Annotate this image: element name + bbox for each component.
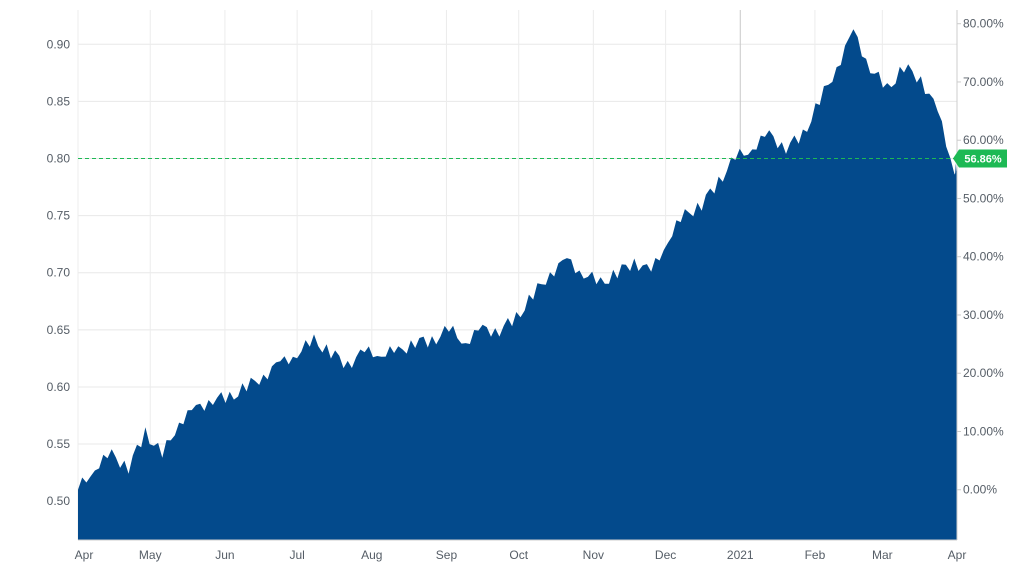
x-tick-label: Sep	[436, 548, 458, 562]
x-tick-label: Mar	[872, 548, 893, 562]
x-tick-label: Feb	[805, 548, 826, 562]
y-right-tick-label: 40.00%	[963, 250, 1004, 264]
y-right-tick-label: 60.00%	[963, 133, 1004, 147]
y-right-tick-label: 70.00%	[963, 75, 1004, 89]
y-left-tick-label: 0.50	[47, 494, 71, 508]
y-right-tick-label: 10.00%	[963, 424, 1004, 438]
x-tick-label: May	[139, 548, 162, 562]
x-tick-label: Jul	[289, 548, 304, 562]
current-change-value: 56.86%	[964, 153, 1002, 165]
x-tick-label: Apr	[948, 548, 967, 562]
x-tick-label: Oct	[509, 548, 528, 562]
y-right-tick-label: 0.00%	[963, 483, 997, 497]
y-left-tick-label: 0.70	[47, 266, 71, 280]
x-tick-label: 2021	[727, 548, 754, 562]
price-area-series	[78, 29, 957, 540]
y-left-tick-label: 0.75	[47, 209, 71, 223]
y-axis-right: 0.00% 10.00% 20.00% 30.00% 40.00% 50.00% 60.00…	[956, 10, 1004, 540]
x-tick-label: Aug	[361, 548, 382, 562]
current-change-badge	[953, 149, 1007, 168]
y-right-tick-label: 50.00%	[963, 191, 1004, 205]
x-tick-label: Nov	[583, 548, 604, 562]
y-right-tick-label: 80.00%	[963, 17, 1004, 31]
y-left-tick-label: 0.55	[47, 437, 71, 451]
x-tick-label: Jun	[215, 548, 234, 562]
x-tick-label: Dec	[655, 548, 676, 562]
x-axis: Apr May Jun Jul Aug Sep Oct Nov Dec 2021 Feb Mar Apr	[75, 539, 967, 562]
y-left-tick-label: 0.85	[47, 94, 71, 108]
y-left-tick-label: 0.90	[47, 37, 71, 51]
y-left-tick-label: 0.80	[47, 151, 71, 165]
y-left-tick-label: 0.60	[47, 380, 71, 394]
y-right-tick-label: 20.00%	[963, 366, 1004, 380]
current-change-marker: 56.86%	[953, 149, 1007, 168]
y-axis-left: 0.50 0.55 0.60 0.65 0.70 0.75 0.80 0.85 0.90	[47, 37, 71, 508]
y-right-tick-label: 30.00%	[963, 308, 1004, 322]
x-tick-label: Apr	[75, 548, 94, 562]
y-left-tick-label: 0.65	[47, 323, 71, 337]
